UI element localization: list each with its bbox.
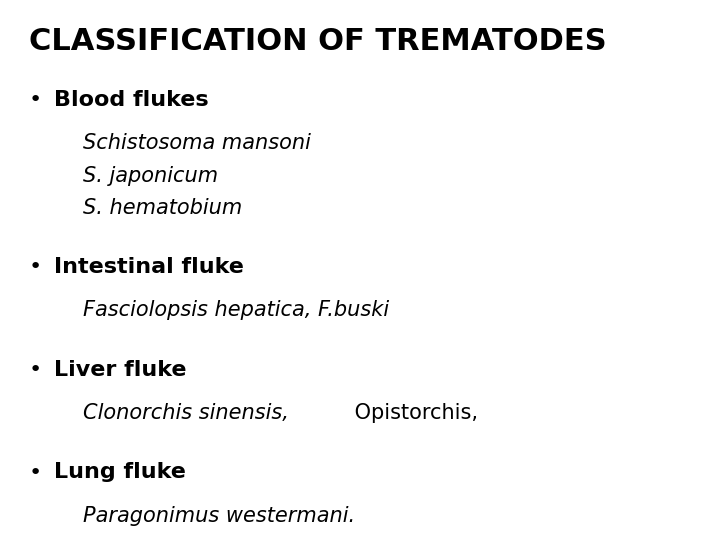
Text: CLASSIFICATION OF TREMATODES: CLASSIFICATION OF TREMATODES (29, 27, 606, 56)
Text: Fasciolopsis hepatica, F.buski: Fasciolopsis hepatica, F.buski (83, 300, 389, 321)
Text: Schistosoma mansoni: Schistosoma mansoni (83, 133, 310, 153)
Text: Intestinal fluke: Intestinal fluke (54, 257, 244, 278)
Text: •: • (29, 360, 42, 380)
Text: S. japonicum: S. japonicum (83, 165, 218, 186)
Text: Clonorchis sinensis,: Clonorchis sinensis, (83, 403, 289, 423)
Text: Liver fluke: Liver fluke (54, 360, 186, 380)
Text: Opistorchis,: Opistorchis, (348, 403, 479, 423)
Text: S. hematobium: S. hematobium (83, 198, 242, 218)
Text: Paragonimus westermani.: Paragonimus westermani. (83, 505, 355, 526)
Text: Blood flukes: Blood flukes (54, 90, 209, 110)
Text: •: • (29, 462, 42, 483)
Text: Lung fluke: Lung fluke (54, 462, 186, 483)
Text: •: • (29, 257, 42, 278)
Text: •: • (29, 90, 42, 110)
